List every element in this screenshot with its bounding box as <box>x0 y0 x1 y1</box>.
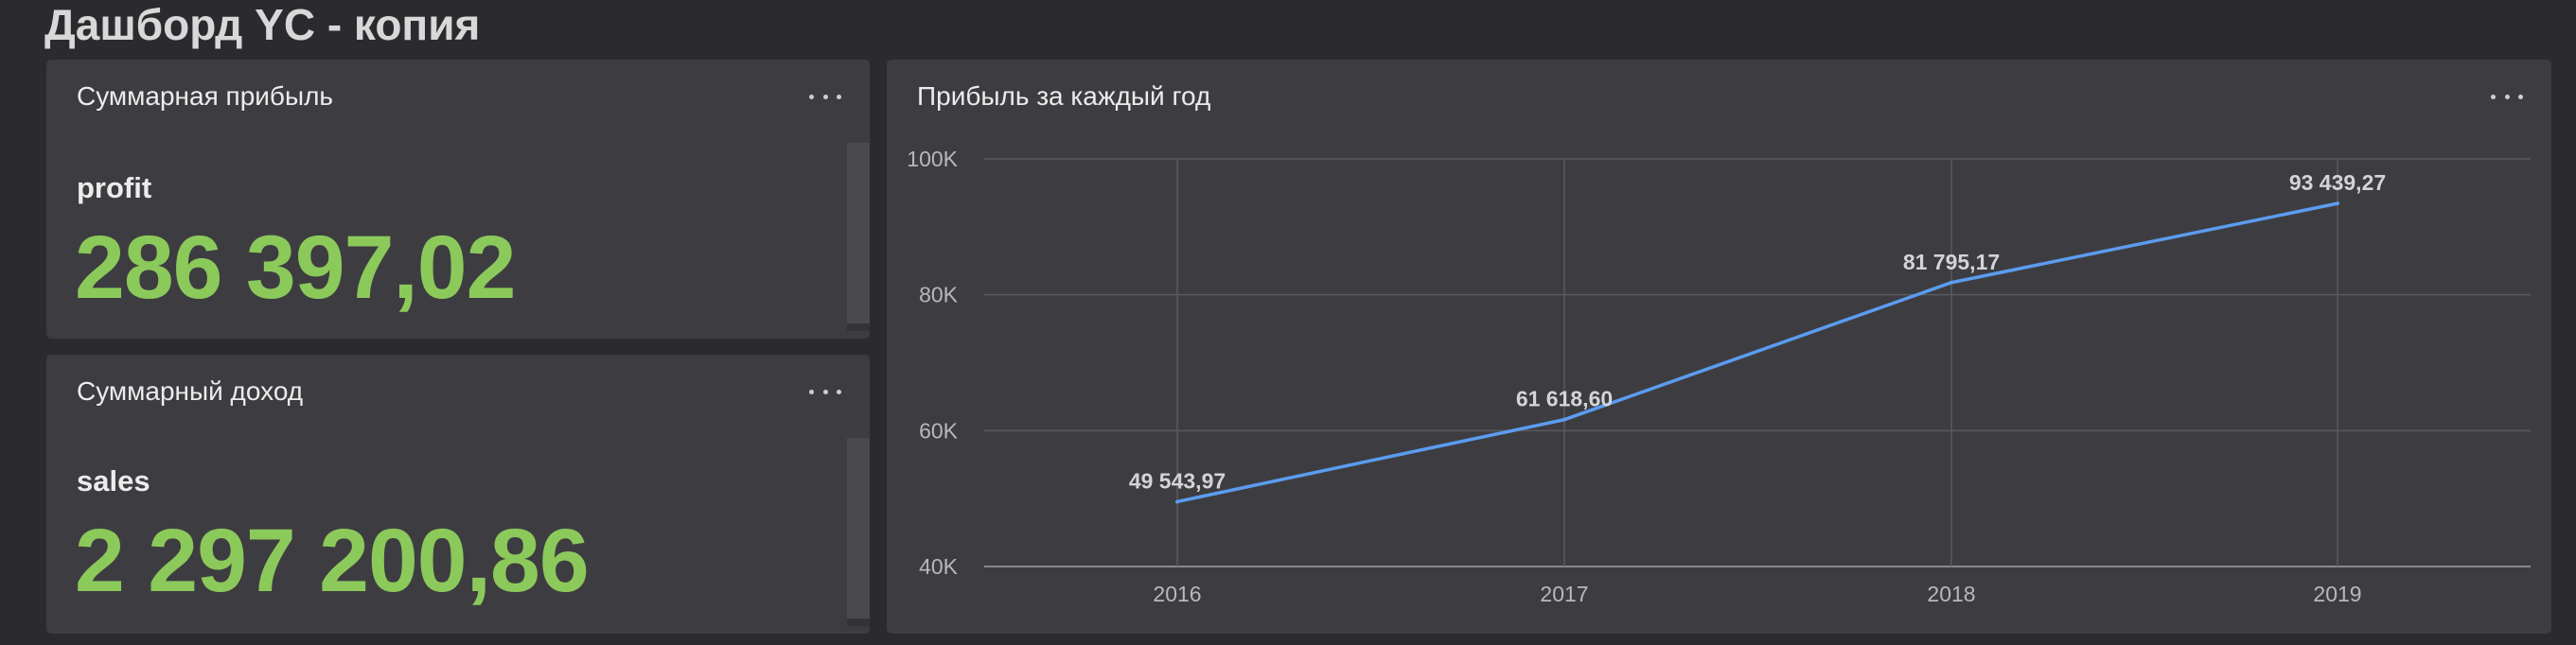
more-dot-icon <box>822 389 828 394</box>
data-label: 61 618,60 <box>1516 387 1613 411</box>
profit-widget-title: Суммарная прибыль <box>77 81 333 111</box>
data-point <box>2336 201 2339 206</box>
data-label: 49 543,97 <box>1129 468 1226 493</box>
more-dot-icon <box>809 94 814 99</box>
profit-label: profit <box>77 171 152 204</box>
profit-widget-menu-button[interactable] <box>809 88 841 105</box>
sales-widget-scrollbar[interactable] <box>847 438 870 626</box>
more-dot-icon <box>809 389 814 394</box>
profit-by-year-widget: Прибыль за каждый год 40K 60K 80K 100K 2016 2… <box>887 60 2551 634</box>
profit-series-line <box>1176 201 2338 504</box>
chart-widget-menu-button[interactable] <box>2491 88 2523 105</box>
profit-line-chart[interactable]: 40K 60K 80K 100K 2016 2017 2018 2019 49 543,97 61… <box>887 60 2551 634</box>
data-point <box>1950 280 1953 285</box>
x-tick-label: 2016 <box>1153 582 1201 606</box>
x-tick-label: 2017 <box>1540 582 1588 606</box>
data-point <box>1175 499 1179 504</box>
more-dot-icon <box>2518 94 2523 99</box>
profit-value: 286 397,02 <box>75 218 516 318</box>
sales-widget-menu-button[interactable] <box>809 383 841 400</box>
profit-widget: Суммарная прибыль profit 286 397,02 <box>46 60 870 339</box>
more-dot-icon <box>837 389 841 394</box>
more-dot-icon <box>2504 94 2510 99</box>
data-point <box>1562 417 1566 422</box>
sales-value: 2 297 200,86 <box>75 511 590 611</box>
sales-label: sales <box>77 464 150 497</box>
x-tick-label: 2018 <box>1927 582 1975 606</box>
y-tick-label: 80K <box>919 283 959 307</box>
more-dot-icon <box>837 94 841 99</box>
sales-widget-title: Суммарный доход <box>77 376 304 406</box>
y-tick-label: 100K <box>907 147 958 171</box>
chart-widget-title: Прибыль за каждый год <box>917 81 1211 111</box>
more-dot-icon <box>822 94 828 99</box>
dashboard-title: Дашборд YC - копия <box>44 0 481 49</box>
profit-widget-scrollbar[interactable] <box>847 143 870 331</box>
x-tick-label: 2019 <box>2313 582 2361 606</box>
y-tick-label: 60K <box>919 418 959 443</box>
y-tick-label: 40K <box>919 554 959 579</box>
data-label: 81 795,17 <box>1903 250 2000 274</box>
data-label: 93 439,27 <box>2289 170 2386 195</box>
more-dot-icon <box>2491 94 2496 99</box>
sales-widget: Суммарный доход sales 2 297 200,86 <box>46 355 870 634</box>
